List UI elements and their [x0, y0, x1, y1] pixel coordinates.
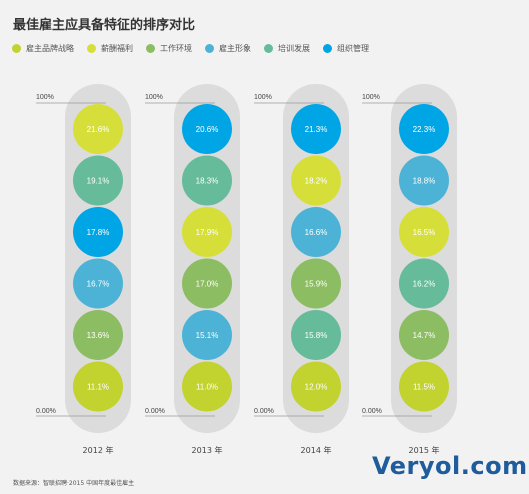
bubble — [73, 104, 123, 154]
axis-label-top: 100% — [145, 94, 163, 101]
axis-label-bottom: 0.00% — [145, 408, 165, 415]
bubble-label: 16.7% — [87, 280, 110, 289]
bubble — [399, 207, 449, 257]
year-label: 2015 年 — [409, 445, 440, 455]
bubble — [182, 361, 232, 412]
bubble — [291, 310, 341, 360]
bubble — [182, 155, 232, 206]
bubble — [291, 361, 341, 412]
bubble — [182, 258, 232, 309]
bubble-label: 22.3% — [413, 125, 436, 134]
legend-swatch — [146, 44, 155, 53]
legend-swatch — [264, 44, 273, 53]
bubble-label: 17.0% — [196, 280, 219, 289]
legend-item: 组织管理 — [323, 43, 369, 54]
bubble-label: 11.5% — [413, 383, 435, 392]
bubble — [73, 310, 123, 360]
bubble — [291, 258, 341, 309]
bubble-label: 11.1% — [87, 383, 109, 392]
bubble — [73, 207, 123, 257]
year-label: 2014 年 — [301, 445, 332, 455]
bubble — [291, 207, 341, 257]
bubble-label: 14.7% — [413, 331, 436, 340]
bubble-label: 21.6% — [87, 125, 110, 134]
axis-label-bottom: 0.00% — [362, 408, 382, 415]
bubble — [73, 258, 123, 309]
legend-swatch — [87, 44, 96, 53]
legend-item: 培训发展 — [264, 43, 310, 54]
bubble-label: 18.2% — [305, 177, 328, 186]
bubble — [399, 104, 449, 154]
legend-label: 雇主形象 — [219, 44, 251, 53]
bubble-label: 16.5% — [413, 228, 436, 237]
legend-swatch — [12, 44, 21, 53]
bubble-label: 20.6% — [196, 125, 219, 134]
axis-label-top: 100% — [254, 94, 272, 101]
legend: 雇主品牌战略 薪酬福利 工作环境 雇主形象 培训发展 组织管理 — [12, 43, 382, 54]
axis-label-top: 100% — [362, 94, 380, 101]
source-note: 数据来源：智联招聘·2015 中国年度最佳雇主 — [13, 480, 135, 487]
bubble — [399, 258, 449, 309]
bubble-label: 17.8% — [87, 228, 110, 237]
bubble-label: 15.8% — [305, 331, 328, 340]
legend-label: 薪酬福利 — [101, 44, 133, 53]
bubble — [399, 310, 449, 360]
bubble — [399, 361, 449, 412]
axis-label-bottom: 0.00% — [254, 408, 274, 415]
bubble — [291, 104, 341, 154]
watermark: Veryol.com — [372, 452, 528, 480]
bubble — [73, 155, 123, 206]
bubble-label: 15.9% — [305, 280, 328, 289]
bubble-label: 17.9% — [196, 228, 219, 237]
legend-item: 工作环境 — [146, 43, 192, 54]
bubble-label: 18.8% — [413, 177, 436, 186]
bubble — [182, 207, 232, 257]
axis-label-bottom: 0.00% — [36, 408, 56, 415]
bubble — [73, 361, 123, 412]
bubble — [291, 155, 341, 206]
chart-title: 最佳雇主应具备特征的排序对比 — [13, 18, 196, 33]
legend-label: 组织管理 — [337, 44, 369, 53]
bubble-label: 15.1% — [196, 331, 219, 340]
bubble — [182, 310, 232, 360]
legend-item: 薪酬福利 — [87, 43, 133, 54]
year-label: 2012 年 — [83, 445, 114, 455]
legend-swatch — [323, 44, 332, 53]
bubble-label: 16.6% — [305, 228, 328, 237]
legend-item: 雇主形象 — [205, 43, 251, 54]
bubble-label: 13.6% — [87, 331, 110, 340]
year-label: 2013 年 — [192, 445, 223, 455]
legend-item: 雇主品牌战略 — [12, 43, 74, 54]
bubble-label: 18.3% — [196, 177, 219, 186]
bubble-label: 16.2% — [413, 280, 436, 289]
bubble-label: 12.0% — [305, 383, 328, 392]
bubble-label: 19.1% — [87, 177, 110, 186]
bubble — [182, 104, 232, 154]
bubble-label: 11.0% — [196, 383, 218, 392]
bubble-label: 21.3% — [305, 125, 328, 134]
legend-label: 雇主品牌战略 — [26, 44, 74, 53]
legend-swatch — [205, 44, 214, 53]
legend-label: 工作环境 — [160, 44, 192, 53]
axis-label-top: 100% — [36, 94, 54, 101]
bubble — [399, 155, 449, 206]
legend-label: 培训发展 — [278, 44, 310, 53]
